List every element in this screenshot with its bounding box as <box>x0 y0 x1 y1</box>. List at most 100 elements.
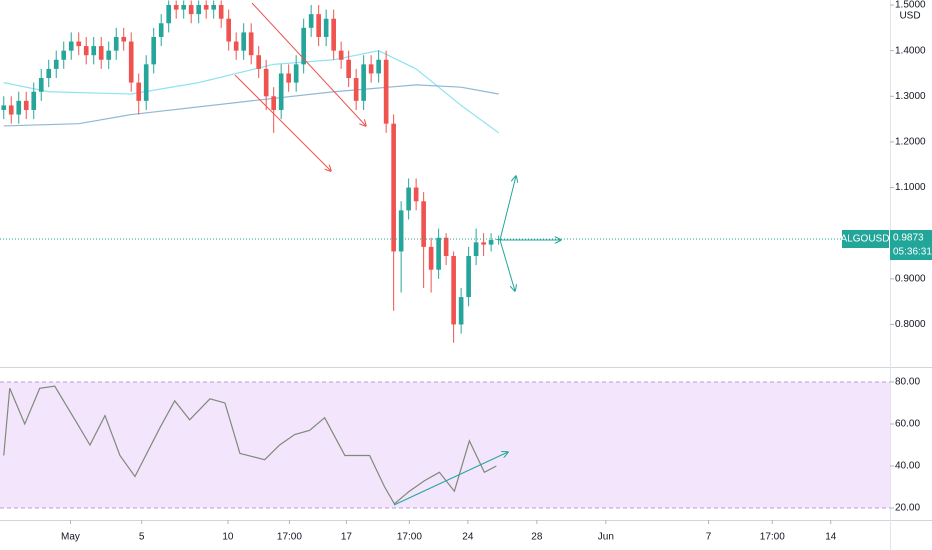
candle-body <box>301 27 306 65</box>
candle-body <box>308 14 314 28</box>
projection-arrow <box>499 239 515 291</box>
plot <box>0 0 890 505</box>
candle-body <box>158 23 164 37</box>
drawings <box>234 2 561 506</box>
candle-body <box>316 14 321 37</box>
y-tick-label: 1.2000 <box>895 137 926 148</box>
candle-body <box>293 64 299 83</box>
x-tick-label: 24 <box>462 532 474 543</box>
x-tick-label: 5 <box>139 532 145 543</box>
y-tick-label: 1.4000 <box>895 45 926 56</box>
candle-body <box>203 5 209 10</box>
y-tick-label: 60.00 <box>895 419 920 430</box>
candle-body <box>346 59 351 79</box>
rsi-trendline <box>393 452 508 506</box>
trend-arrow <box>251 2 366 126</box>
price-tag <box>890 229 932 260</box>
candle-body <box>188 5 194 15</box>
candle-body <box>1 105 7 110</box>
candle-body <box>166 5 172 24</box>
candle-body <box>443 237 449 257</box>
x-tick-label: 7 <box>706 532 712 543</box>
candle-body <box>113 36 119 51</box>
candle-body <box>76 41 82 47</box>
candle-body <box>61 50 67 60</box>
candle-body <box>256 55 262 69</box>
candle-body <box>121 36 127 42</box>
candle-body <box>361 64 366 101</box>
y-tick-label: 1.1000 <box>895 182 926 193</box>
symbol-label: ALGOUSD <box>841 234 890 245</box>
rsi-panel <box>0 381 890 509</box>
axes: 0.8000 0.9000 1.1000 1.2000 1.3000 1.4000 1.50… <box>61 0 932 543</box>
y-tick-label: 1.3000 <box>895 91 926 102</box>
y-tick-label: 20.00 <box>895 503 920 514</box>
candle-body <box>368 64 374 74</box>
candle-body <box>128 41 134 83</box>
y-tick-label: 80.00 <box>895 377 920 388</box>
projection-arrow <box>499 176 516 241</box>
candle-body <box>496 238 501 241</box>
candle-body <box>226 18 232 42</box>
candle-body <box>481 242 486 245</box>
candle-body <box>83 46 89 56</box>
x-tick-label: 17:00 <box>760 532 785 543</box>
candle-body <box>8 105 14 115</box>
candle-body <box>383 59 389 124</box>
candle-body <box>353 78 359 101</box>
candle-body <box>338 50 344 60</box>
x-tick-label: May <box>61 532 80 543</box>
candle-body <box>211 5 217 10</box>
candle-body <box>428 246 434 270</box>
x-tick-label: 10 <box>222 532 234 543</box>
symbol-tag <box>842 229 889 248</box>
candle-body <box>413 187 419 202</box>
candle-body <box>323 18 329 37</box>
last-price-label: 0.9873 <box>893 233 924 244</box>
x-tick-label: 17:00 <box>277 532 302 543</box>
candle-body <box>136 82 142 101</box>
candle-body <box>16 100 22 115</box>
candle-body <box>406 187 411 211</box>
candle-body <box>98 46 104 60</box>
y-tick-label: 1.5000 <box>895 0 926 11</box>
candle-body <box>458 297 464 325</box>
candle-body <box>398 210 404 252</box>
candle-body <box>473 242 479 257</box>
candle-body <box>91 46 97 56</box>
y-tick-label: 0.8000 <box>895 319 926 330</box>
candle-body <box>31 91 37 110</box>
x-tick-label: 28 <box>531 532 543 543</box>
candle-body <box>68 41 74 51</box>
candle-body <box>263 68 269 97</box>
candle-body <box>488 240 494 245</box>
candle-body <box>376 59 381 74</box>
candle-body <box>173 5 179 10</box>
x-tick-label: 17 <box>341 532 353 543</box>
candle-body <box>53 59 59 69</box>
candle-body <box>151 36 157 65</box>
trend-arrow <box>234 74 331 171</box>
candle-body <box>241 32 247 51</box>
candle-body <box>233 41 239 51</box>
candle-body <box>451 256 456 325</box>
candle-body <box>391 123 396 252</box>
candle-body <box>143 64 149 101</box>
currency-label: USD <box>899 11 920 22</box>
x-tick-label: Jun <box>598 532 614 543</box>
candle-body <box>271 96 276 110</box>
countdown-label: 05:36:31 <box>893 247 932 258</box>
candle-body <box>23 100 29 110</box>
candle-body <box>38 78 44 92</box>
candle-body <box>278 73 284 110</box>
y-tick-label: 0.9000 <box>895 273 926 284</box>
candle-body <box>106 50 112 60</box>
rsi-band <box>0 381 890 509</box>
candle-body <box>466 256 471 298</box>
candle-body <box>286 73 291 83</box>
moving-average <box>3 84 499 127</box>
candle-body <box>436 237 441 270</box>
candle-body <box>181 5 187 10</box>
